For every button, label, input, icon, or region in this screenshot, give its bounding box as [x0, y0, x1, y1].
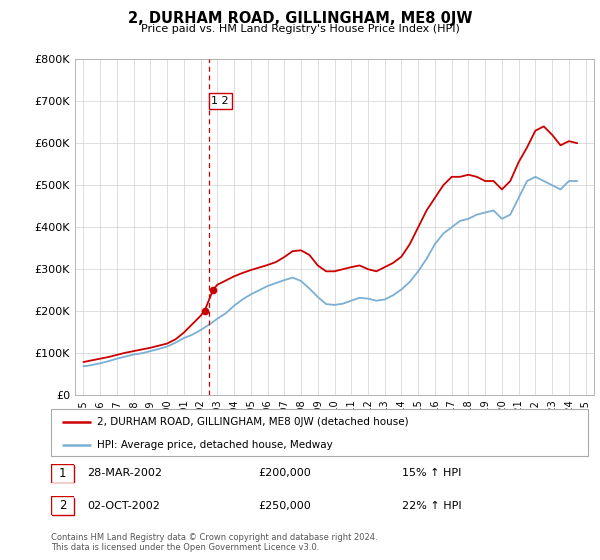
- Text: 02-OCT-2002: 02-OCT-2002: [87, 501, 160, 511]
- Text: 2: 2: [59, 499, 66, 512]
- Text: 1: 1: [59, 466, 67, 480]
- Text: £200,000: £200,000: [258, 468, 311, 478]
- Text: 1 2: 1 2: [211, 96, 229, 106]
- Text: £250,000: £250,000: [258, 501, 311, 511]
- Text: 1: 1: [59, 466, 66, 480]
- Text: Price paid vs. HM Land Registry's House Price Index (HPI): Price paid vs. HM Land Registry's House …: [140, 24, 460, 34]
- Text: 28-MAR-2002: 28-MAR-2002: [87, 468, 162, 478]
- Text: 2, DURHAM ROAD, GILLINGHAM, ME8 0JW: 2, DURHAM ROAD, GILLINGHAM, ME8 0JW: [128, 11, 472, 26]
- Text: 2, DURHAM ROAD, GILLINGHAM, ME8 0JW (detached house): 2, DURHAM ROAD, GILLINGHAM, ME8 0JW (det…: [97, 417, 408, 427]
- Text: 15% ↑ HPI: 15% ↑ HPI: [402, 468, 461, 478]
- Text: This data is licensed under the Open Government Licence v3.0.: This data is licensed under the Open Gov…: [51, 543, 319, 552]
- Text: 2: 2: [59, 500, 67, 514]
- Text: HPI: Average price, detached house, Medway: HPI: Average price, detached house, Medw…: [97, 440, 332, 450]
- Text: Contains HM Land Registry data © Crown copyright and database right 2024.: Contains HM Land Registry data © Crown c…: [51, 533, 377, 542]
- Text: 22% ↑ HPI: 22% ↑ HPI: [402, 501, 461, 511]
